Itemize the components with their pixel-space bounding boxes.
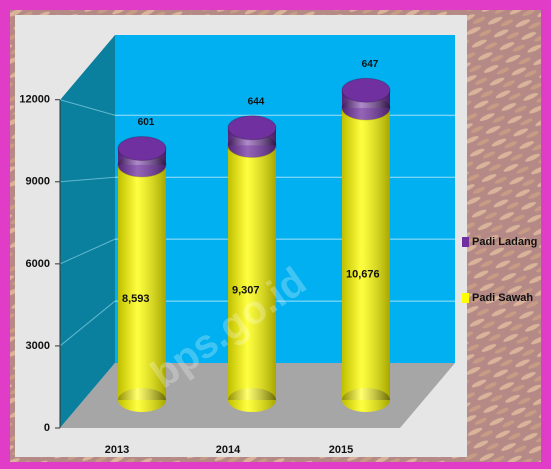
y-tick-label: 12000: [19, 94, 50, 106]
cylinder-bottom-shade: [342, 388, 390, 412]
legend-swatch: [462, 237, 469, 247]
x-tick-label: 2015: [329, 444, 353, 456]
cylinder-bottom-shade: [118, 152, 166, 177]
value-label: 10,676: [346, 268, 380, 280]
x-tick-label: 2014: [216, 444, 241, 456]
cylinder-top: [341, 77, 391, 103]
bar-shade: [228, 145, 276, 400]
grid-line: [59, 238, 116, 265]
legend-label: Padi Ladang: [472, 236, 537, 248]
value-label: 9,307: [232, 284, 260, 296]
grid-line: [59, 300, 116, 347]
x-tick-label: 2013: [105, 444, 129, 456]
cylinder-bottom-shade: [342, 95, 390, 120]
bar-shade: [342, 107, 390, 400]
cylinder-top: [117, 135, 167, 161]
y-tick-label: 0: [44, 422, 50, 434]
value-label: 644: [248, 96, 265, 107]
legend-swatch: [462, 293, 469, 303]
cylinder-bottom-shade: [228, 133, 276, 158]
y-tick-label: 6000: [26, 258, 50, 270]
y-tick-label: 3000: [26, 340, 50, 352]
bar-shade: [118, 164, 166, 400]
grid-line: [59, 99, 116, 116]
legend-label: Padi Sawah: [472, 292, 533, 304]
side-wall: [60, 35, 115, 428]
cylinder-bottom-shade: [228, 388, 276, 412]
cylinder-bottom-shade: [118, 388, 166, 412]
value-label: 647: [362, 59, 379, 70]
value-label: 8,593: [122, 293, 150, 305]
grid-line: [59, 176, 116, 183]
y-tick-label: 9000: [26, 176, 50, 188]
cylinder-top: [227, 115, 277, 141]
value-label: 601: [138, 117, 155, 128]
